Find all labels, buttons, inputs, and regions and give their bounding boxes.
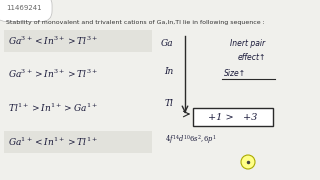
- Bar: [193, 108, 273, 126]
- Text: In: In: [164, 68, 173, 76]
- Text: $4f^{14}d^{10}6s^2, 6p^1$: $4f^{14}d^{10}6s^2, 6p^1$: [165, 133, 217, 146]
- Text: Size↑: Size↑: [224, 69, 246, 78]
- Bar: [4, 131, 152, 153]
- Text: $Tl^{1+} > In^{1+} > Ga^{1+}$: $Tl^{1+} > In^{1+} > Ga^{1+}$: [8, 102, 98, 114]
- Text: $Ga^{3+} > In^{3+} > Tl^{3+}$: $Ga^{3+} > In^{3+} > Tl^{3+}$: [8, 68, 98, 80]
- Bar: [4, 63, 152, 85]
- Text: Inert pair: Inert pair: [230, 39, 265, 48]
- Circle shape: [241, 155, 255, 169]
- Text: Stability of monovalent and trivalent cations of Ga,In,Tl lie in following seque: Stability of monovalent and trivalent ca…: [6, 20, 265, 25]
- Text: effect↑: effect↑: [238, 53, 266, 62]
- Text: $Ga^{1+} < In^{1+} > Tl^{1+}$: $Ga^{1+} < In^{1+} > Tl^{1+}$: [8, 136, 98, 148]
- Bar: [4, 30, 152, 52]
- Text: Ga: Ga: [160, 39, 173, 48]
- Text: +1 >   +3: +1 > +3: [208, 112, 258, 122]
- Text: Tl: Tl: [164, 98, 173, 107]
- Bar: [4, 97, 152, 119]
- Text: $Ga^{3+} < In^{3+} > Tl^{3+}$: $Ga^{3+} < In^{3+} > Tl^{3+}$: [8, 35, 98, 47]
- Text: 11469241: 11469241: [6, 5, 42, 11]
